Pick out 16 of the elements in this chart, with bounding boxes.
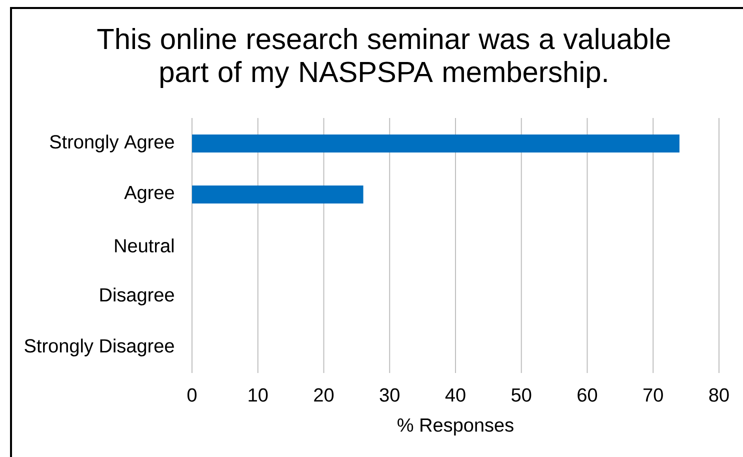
y-tick-label: Agree: [124, 186, 174, 203]
y-tick-label: Strongly Disagree: [24, 338, 174, 356]
x-tick-label: 50: [512, 388, 532, 402]
x-tick-label: 80: [709, 388, 729, 402]
x-tick-label: 60: [578, 388, 598, 402]
x-tick-label: 40: [445, 388, 466, 402]
x-tick-label: 0: [187, 388, 197, 402]
x-tick-label: 20: [314, 388, 334, 402]
y-tick-label: Disagree: [100, 288, 174, 306]
y-tick-label: Neutral: [115, 238, 174, 252]
y-tick-label: Strongly Agree: [50, 134, 174, 152]
x-tick-label: 10: [248, 388, 268, 402]
x-axis-title: % Responses: [398, 418, 514, 436]
x-tick-label: 30: [380, 388, 400, 402]
x-tick-label: 70: [644, 388, 663, 402]
chart-title: This online research seminar was a valuable part of my NASPSPA membership.: [97, 28, 670, 88]
